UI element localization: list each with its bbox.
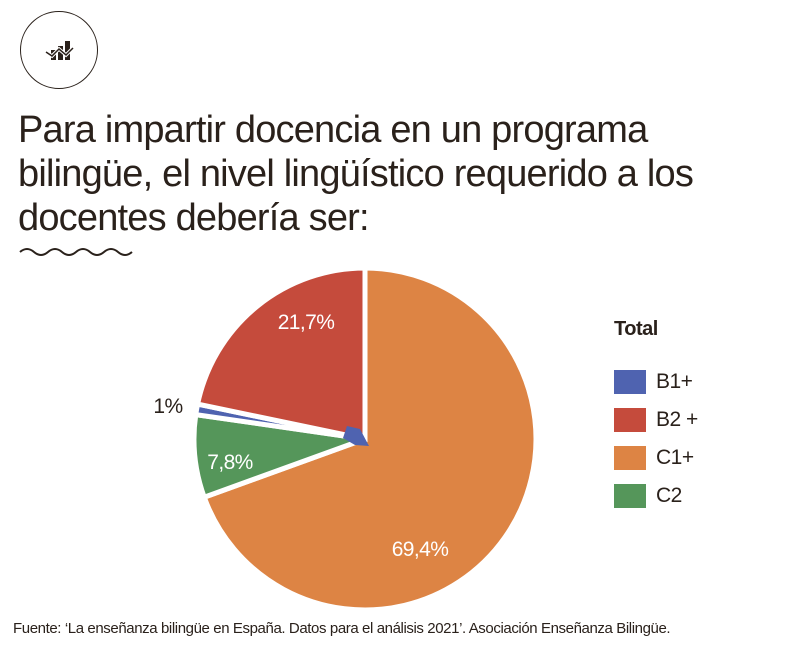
legend-swatch (614, 446, 646, 470)
legend-item-b2-plus: B2 + (614, 401, 698, 439)
pie-slice-b2-plus (194, 265, 368, 443)
chart-title: Para impartir docencia en un programa bi… (18, 109, 694, 239)
legend-label: C1+ (656, 446, 694, 469)
chart-trend-icon (45, 41, 75, 60)
pie-data-label-c2: 7,8% (207, 451, 252, 474)
legend-title: Total (614, 318, 658, 340)
decorative-squiggle (19, 248, 133, 256)
legend-swatch (614, 370, 646, 394)
legend-swatch (614, 484, 646, 508)
legend: Total B1+ B2 + C1+ C2 (614, 318, 698, 515)
legend-label: C2 (656, 484, 682, 507)
legend-item-b1-plus: B1+ (614, 363, 698, 401)
source-note: Fuente: ‘La enseñanza bilingüe en España… (13, 620, 671, 637)
legend-swatch (614, 408, 646, 432)
legend-label: B2 + (656, 408, 698, 431)
chart-trend-icon-badge (20, 11, 98, 89)
legend-item-c1-plus: C1+ (614, 439, 698, 477)
pie-data-label-c1-plus: 69,4% (392, 538, 449, 561)
pie-data-label-b1-plus: 1% (153, 395, 182, 418)
legend-label: B1+ (656, 370, 693, 393)
pie-slice-c1-plus (201, 265, 539, 613)
pie-data-label-b2-plus: 21,7% (278, 311, 335, 334)
pie-center-marker-b1-plus (343, 426, 369, 446)
legend-item-c2: C2 (614, 477, 698, 515)
